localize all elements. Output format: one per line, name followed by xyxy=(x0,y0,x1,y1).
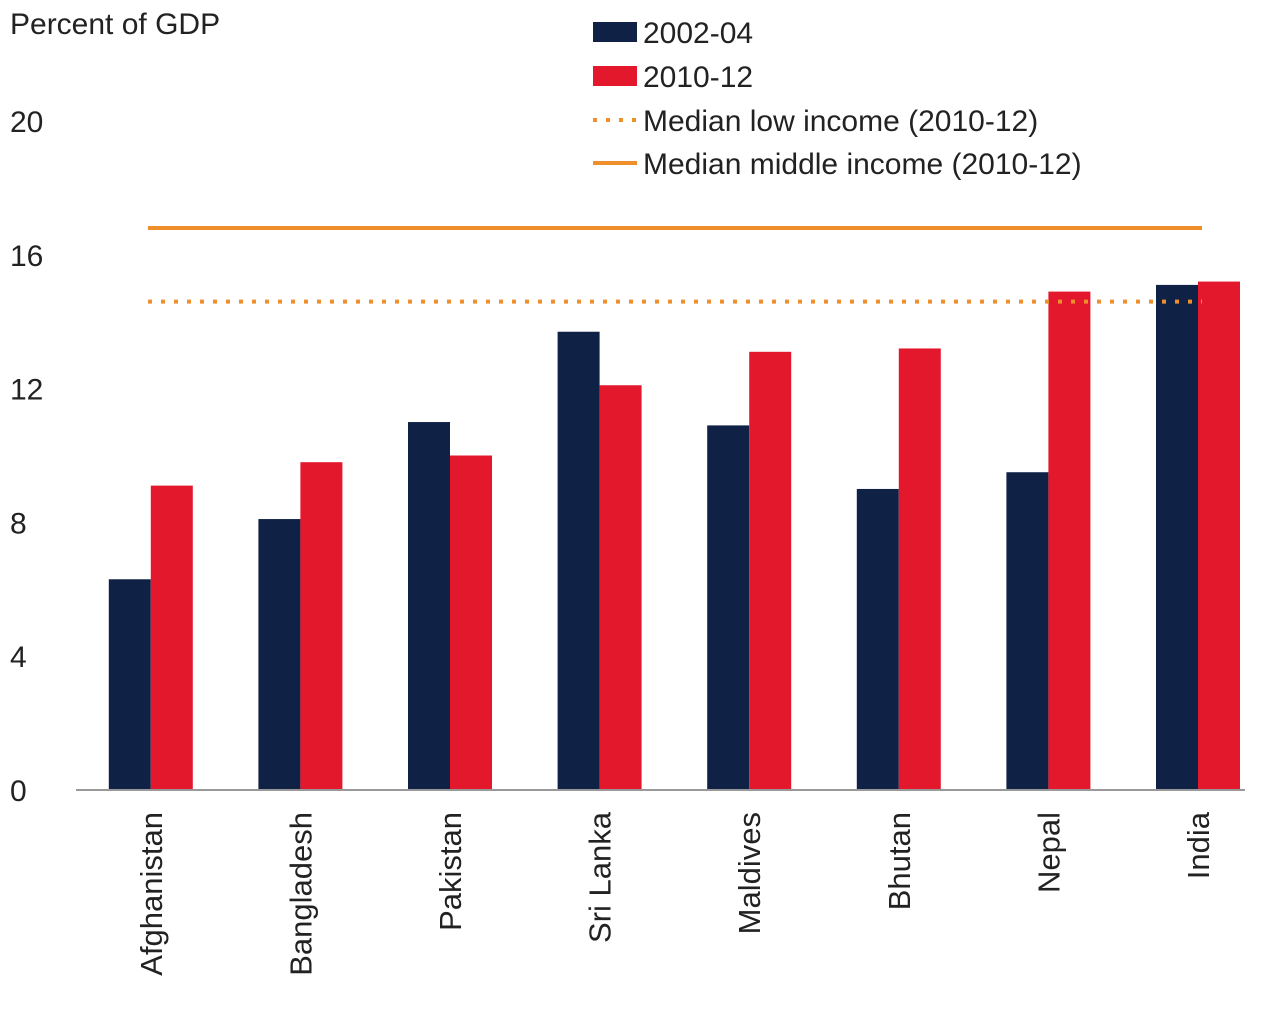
x-tick-label: Sri Lanka xyxy=(583,811,618,943)
bar xyxy=(408,422,450,790)
y-axis-label: Percent of GDP xyxy=(10,8,220,41)
bar xyxy=(898,348,941,790)
y-tick-label: 20 xyxy=(10,106,43,139)
bar xyxy=(599,385,642,790)
bar xyxy=(707,425,750,790)
bar xyxy=(856,488,899,790)
x-tick-label: Pakistan xyxy=(433,812,468,931)
legend-label: Median middle income (2010-12) xyxy=(643,148,1082,181)
x-tick-label: Afghanistan xyxy=(134,812,169,976)
legend-label: 2002-04 xyxy=(643,17,753,50)
y-tick-label: 0 xyxy=(10,775,27,808)
bar xyxy=(1198,281,1240,790)
legend-label: 2010-12 xyxy=(643,61,753,94)
y-tick-label: 12 xyxy=(10,374,43,407)
bar xyxy=(557,331,600,790)
bar xyxy=(1048,291,1091,790)
x-tick-label: Bangladesh xyxy=(283,812,318,976)
x-tick-label: Maldives xyxy=(732,812,767,934)
bar xyxy=(450,455,492,790)
bar xyxy=(1156,284,1198,790)
y-tick-label: 8 xyxy=(10,507,27,540)
bar xyxy=(300,462,343,790)
bar xyxy=(1006,472,1049,790)
legend-swatch xyxy=(593,66,637,86)
x-tick-label: Bhutan xyxy=(882,812,917,910)
bar xyxy=(150,485,193,790)
x-tick-label: India xyxy=(1181,811,1216,879)
bar xyxy=(108,579,151,790)
legend-label: Median low income (2010-12) xyxy=(643,105,1038,138)
legend-swatch xyxy=(593,22,637,42)
bar xyxy=(749,351,792,790)
bar xyxy=(258,519,301,790)
y-tick-label: 16 xyxy=(10,240,43,273)
y-tick-label: 4 xyxy=(10,641,27,674)
x-tick-label: Nepal xyxy=(1031,812,1066,893)
